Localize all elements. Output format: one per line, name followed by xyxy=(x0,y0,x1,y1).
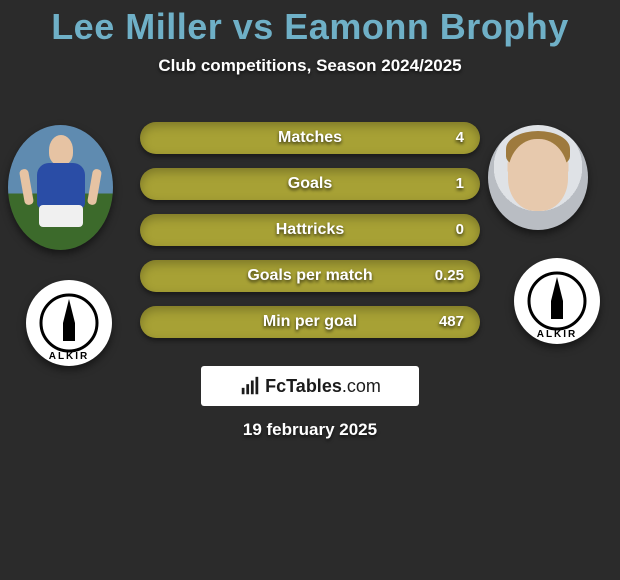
stat-bar: Matches4 xyxy=(140,122,480,154)
stat-label: Min per goal xyxy=(140,306,480,338)
stat-bar: Min per goal487 xyxy=(140,306,480,338)
stat-bars: Matches4Goals1Hattricks0Goals per match0… xyxy=(140,122,480,352)
brand-badge[interactable]: FcTables.com xyxy=(201,366,419,406)
subtitle: Club competitions, Season 2024/2025 xyxy=(0,56,620,76)
stat-bar: Goals per match0.25 xyxy=(140,260,480,292)
date-text: 19 february 2025 xyxy=(0,420,620,440)
club-code-left: ALKIR xyxy=(49,351,90,362)
steeple-icon xyxy=(39,293,99,353)
club-code-right: ALKIR xyxy=(537,329,578,340)
stat-value-right: 487 xyxy=(439,306,464,338)
player-right-photo xyxy=(488,125,588,230)
stat-value-right: 0 xyxy=(456,214,464,246)
club-badge-left: ALKIR xyxy=(26,280,112,366)
stat-value-right: 4 xyxy=(456,122,464,154)
stat-label: Goals per match xyxy=(140,260,480,292)
steeple-icon xyxy=(527,271,587,331)
stat-bar: Goals1 xyxy=(140,168,480,200)
chart-icon xyxy=(239,375,261,397)
stat-bar: Hattricks0 xyxy=(140,214,480,246)
stat-value-right: 0.25 xyxy=(435,260,464,292)
page-title: Lee Miller vs Eamonn Brophy xyxy=(0,0,620,48)
stat-label: Hattricks xyxy=(140,214,480,246)
player-left-photo xyxy=(8,125,113,250)
stat-value-right: 1 xyxy=(456,168,464,200)
stat-label: Goals xyxy=(140,168,480,200)
brand-text: FcTables.com xyxy=(265,376,381,397)
club-badge-right: ALKIR xyxy=(514,258,600,344)
stat-label: Matches xyxy=(140,122,480,154)
